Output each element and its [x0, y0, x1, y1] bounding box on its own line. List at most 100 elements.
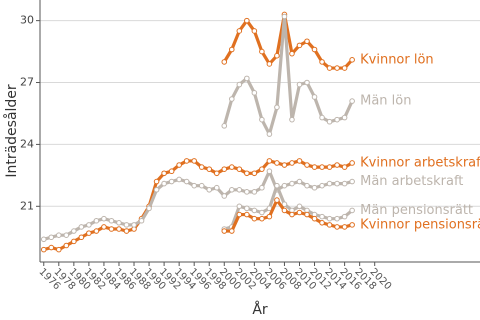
point	[349, 222, 355, 228]
point	[244, 189, 250, 195]
point	[266, 131, 273, 137]
point	[311, 94, 318, 100]
point	[289, 211, 295, 218]
point	[236, 166, 243, 172]
point	[244, 170, 250, 177]
point	[341, 65, 348, 71]
point	[251, 170, 258, 177]
point	[259, 116, 265, 123]
point	[296, 178, 303, 185]
point	[296, 209, 303, 216]
point	[266, 61, 273, 67]
point	[48, 244, 55, 251]
point	[221, 166, 228, 172]
point	[206, 186, 213, 193]
point	[198, 182, 205, 189]
point	[228, 96, 235, 102]
point	[244, 75, 250, 82]
series-label: Kvinnor pensionsrätt	[360, 217, 480, 232]
point	[198, 164, 205, 170]
point	[266, 158, 273, 164]
point	[311, 46, 318, 53]
point	[63, 232, 70, 238]
point	[86, 222, 92, 228]
point	[251, 189, 258, 195]
point	[341, 164, 348, 170]
point	[176, 162, 182, 168]
point	[274, 52, 280, 59]
axes: 2124273019761978198019821984198619881990…	[20, 0, 480, 292]
point	[311, 215, 318, 222]
point	[168, 178, 175, 185]
x-axis-title: År	[252, 301, 268, 318]
point	[259, 215, 265, 222]
point	[311, 184, 318, 191]
point	[236, 28, 243, 34]
point	[191, 158, 197, 164]
point	[304, 162, 310, 168]
point	[251, 28, 258, 34]
series-label: Män pensionsrätt	[360, 203, 473, 218]
series-label: Män lön	[360, 94, 411, 109]
point	[326, 215, 333, 222]
point	[93, 228, 100, 234]
point	[274, 197, 280, 203]
point	[274, 182, 280, 189]
point	[281, 13, 288, 20]
grid	[40, 20, 480, 207]
point	[244, 205, 250, 212]
point	[296, 203, 303, 210]
point	[123, 228, 130, 234]
point	[244, 17, 250, 24]
point	[259, 166, 265, 172]
point	[236, 186, 243, 193]
point	[191, 182, 197, 189]
point	[213, 184, 220, 191]
point	[319, 114, 325, 121]
point	[176, 176, 182, 183]
point	[326, 164, 333, 170]
point	[138, 217, 145, 224]
point	[319, 59, 325, 65]
point	[244, 211, 250, 218]
point	[311, 164, 318, 170]
point	[108, 226, 115, 232]
point	[86, 230, 92, 236]
point	[304, 38, 310, 45]
point	[221, 228, 228, 234]
point	[334, 224, 340, 230]
point	[116, 226, 122, 232]
point	[123, 222, 130, 228]
point	[131, 222, 137, 228]
point	[146, 205, 152, 212]
point	[183, 158, 190, 164]
point	[281, 162, 288, 168]
point	[341, 180, 348, 187]
point	[281, 182, 288, 189]
y-tick-label: 21	[20, 199, 34, 212]
series-line	[224, 198, 353, 233]
point	[56, 232, 62, 238]
point	[56, 246, 62, 253]
point	[349, 98, 355, 104]
point	[183, 178, 190, 185]
point	[349, 207, 355, 214]
point	[48, 234, 55, 241]
point	[108, 217, 115, 224]
point	[334, 162, 340, 168]
point	[228, 186, 235, 193]
point	[304, 79, 310, 86]
point	[289, 180, 295, 187]
plot-area: Kvinnor lön Män lön Kvinnor arbetskraft Män…	[40, 11, 480, 253]
point	[326, 222, 333, 228]
point	[281, 207, 288, 214]
point	[341, 114, 348, 121]
point	[228, 228, 235, 234]
point	[326, 180, 333, 187]
point	[281, 201, 288, 208]
point	[259, 184, 265, 191]
point	[228, 164, 235, 170]
point	[266, 168, 273, 175]
point	[251, 215, 258, 222]
point	[251, 207, 258, 214]
